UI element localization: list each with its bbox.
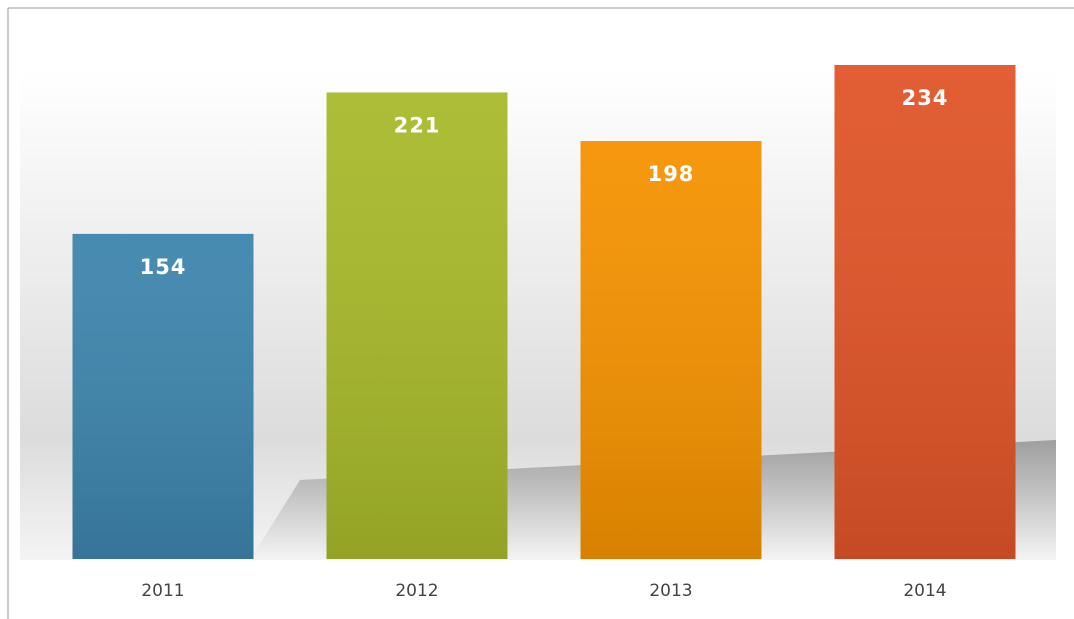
value-label: 154	[140, 255, 187, 279]
x-tick-label: 2013	[649, 581, 692, 601]
x-tick-label: 2011	[141, 581, 184, 601]
bar-shade	[72, 233, 254, 559]
value-label: 234	[902, 86, 949, 110]
x-tick-label: 2014	[903, 581, 946, 601]
value-label: 198	[648, 162, 695, 186]
value-label: 221	[394, 113, 441, 137]
x-tick-label: 2012	[395, 581, 438, 601]
bar-shade	[580, 141, 762, 559]
bar-shade	[834, 65, 1016, 559]
bar-shade	[326, 92, 508, 559]
